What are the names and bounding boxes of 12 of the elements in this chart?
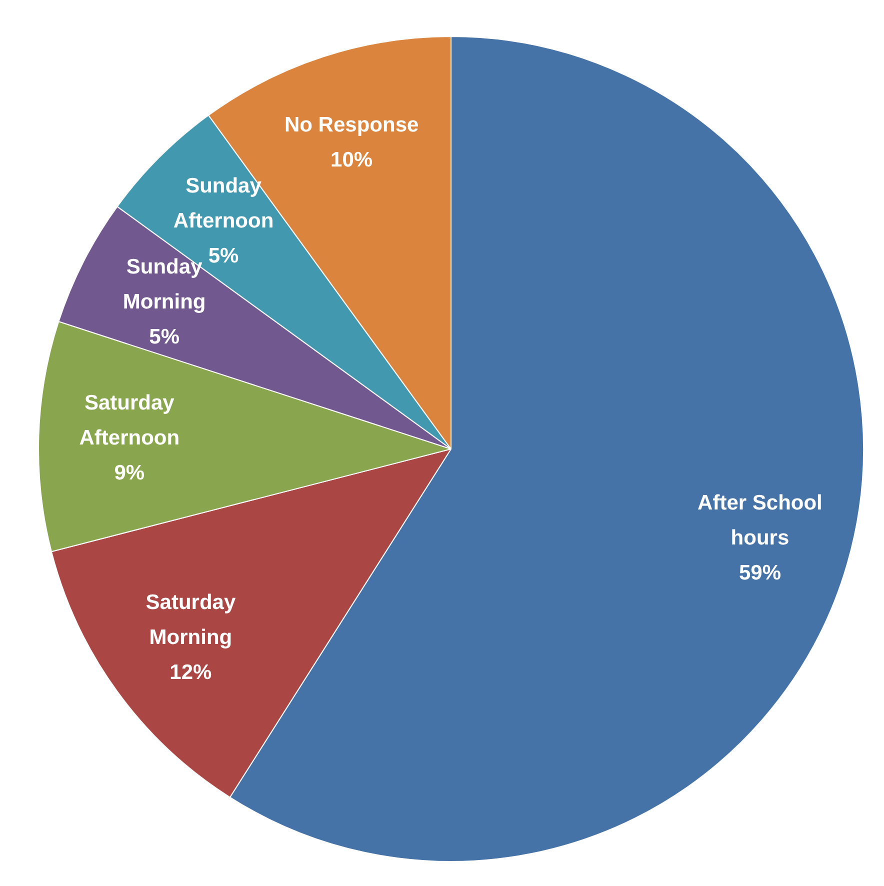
slice-label: After School hours [698,492,822,550]
data-label: 12% [170,660,212,684]
data-label: 5% [208,244,239,268]
data-label: 9% [114,462,145,485]
slice-label: Sunday Morning [122,256,206,314]
data-label: 10% [330,148,373,172]
slice-label: Saturday Afternoon [79,392,180,450]
slice-label: Sunday Afternoon [173,174,274,232]
slice-label: Saturday Morning [146,590,236,649]
slice-label: No Response [284,113,419,136]
data-label: 5% [149,326,180,349]
data-label: 59% [738,562,782,585]
